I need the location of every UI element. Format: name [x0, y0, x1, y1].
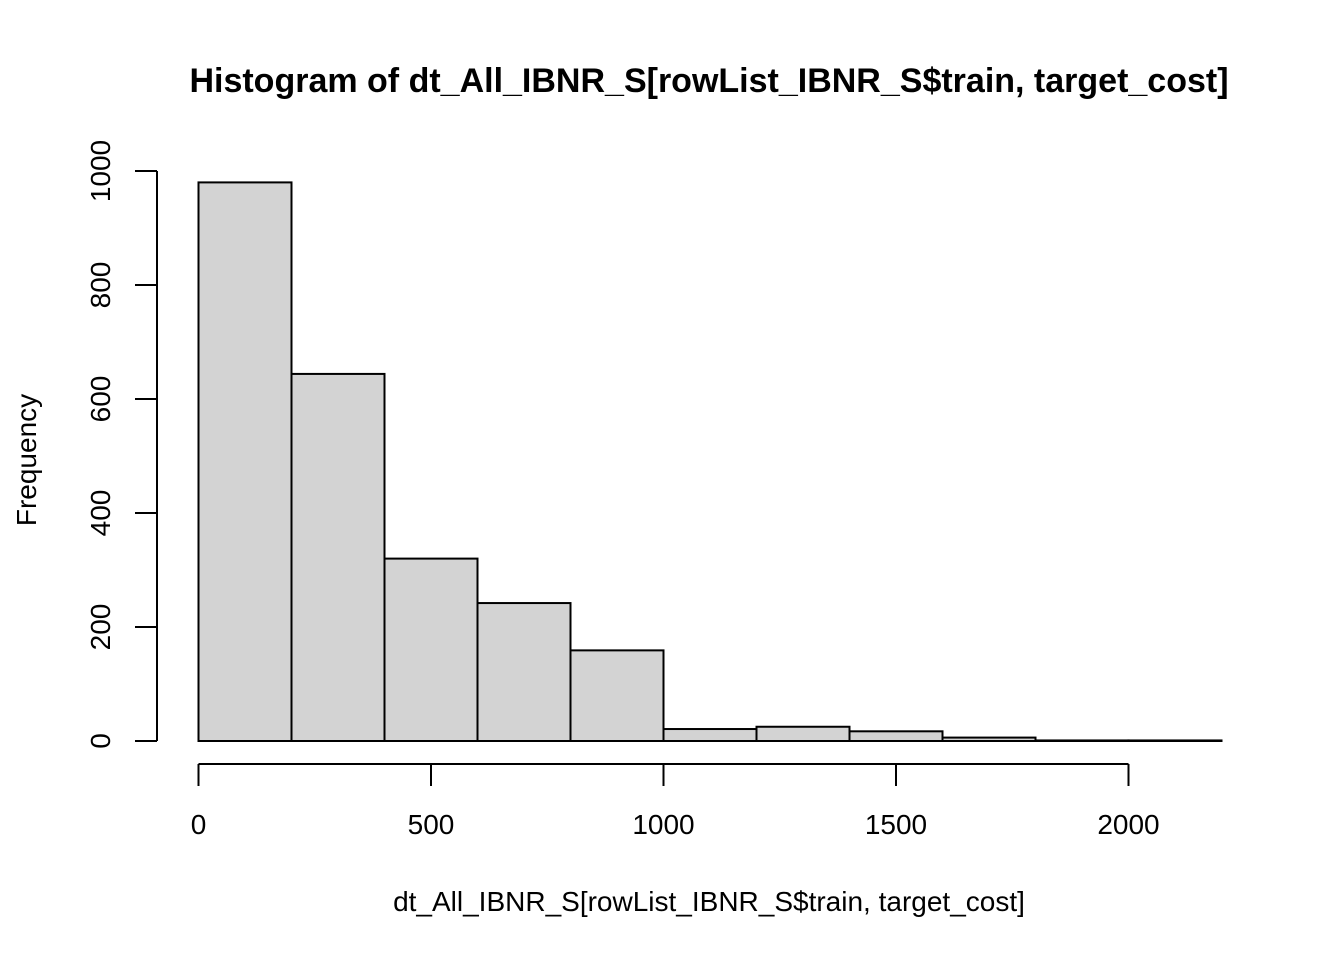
- x-axis: 0 500 1000 1500 2000: [191, 763, 1160, 840]
- chart-title: Histogram of dt_All_IBNR_S[rowList_IBNR_…: [189, 62, 1228, 100]
- histogram-bar: [569, 649, 665, 742]
- y-tick-label: 400: [85, 490, 116, 537]
- histogram-bar: [383, 557, 479, 742]
- y-tick-label: 1000: [85, 140, 116, 202]
- bars-layer: [197, 181, 1223, 743]
- x-tick-label: 2000: [1097, 809, 1159, 840]
- x-tick-label: 1000: [632, 809, 694, 840]
- x-tick-label: 500: [408, 809, 455, 840]
- histogram-bar: [476, 602, 572, 742]
- y-tick-label: 0: [85, 733, 116, 749]
- histogram-bar: [290, 372, 386, 742]
- y-tick-label: 600: [85, 376, 116, 423]
- y-tick-label: 800: [85, 262, 116, 309]
- y-tick-label: 200: [85, 604, 116, 651]
- histogram-bar: [848, 730, 944, 742]
- x-tick-label: 0: [191, 809, 207, 840]
- x-axis-label: dt_All_IBNR_S[rowList_IBNR_S$train, targ…: [393, 886, 1025, 917]
- histogram-bar: [662, 728, 758, 743]
- y-axis-label: Frequency: [11, 394, 42, 526]
- histogram-bar: [755, 725, 851, 742]
- x-tick-label: 1500: [865, 809, 927, 840]
- y-axis: 0 200 400 600 800 1000: [85, 140, 158, 749]
- histogram-bar: [197, 181, 293, 742]
